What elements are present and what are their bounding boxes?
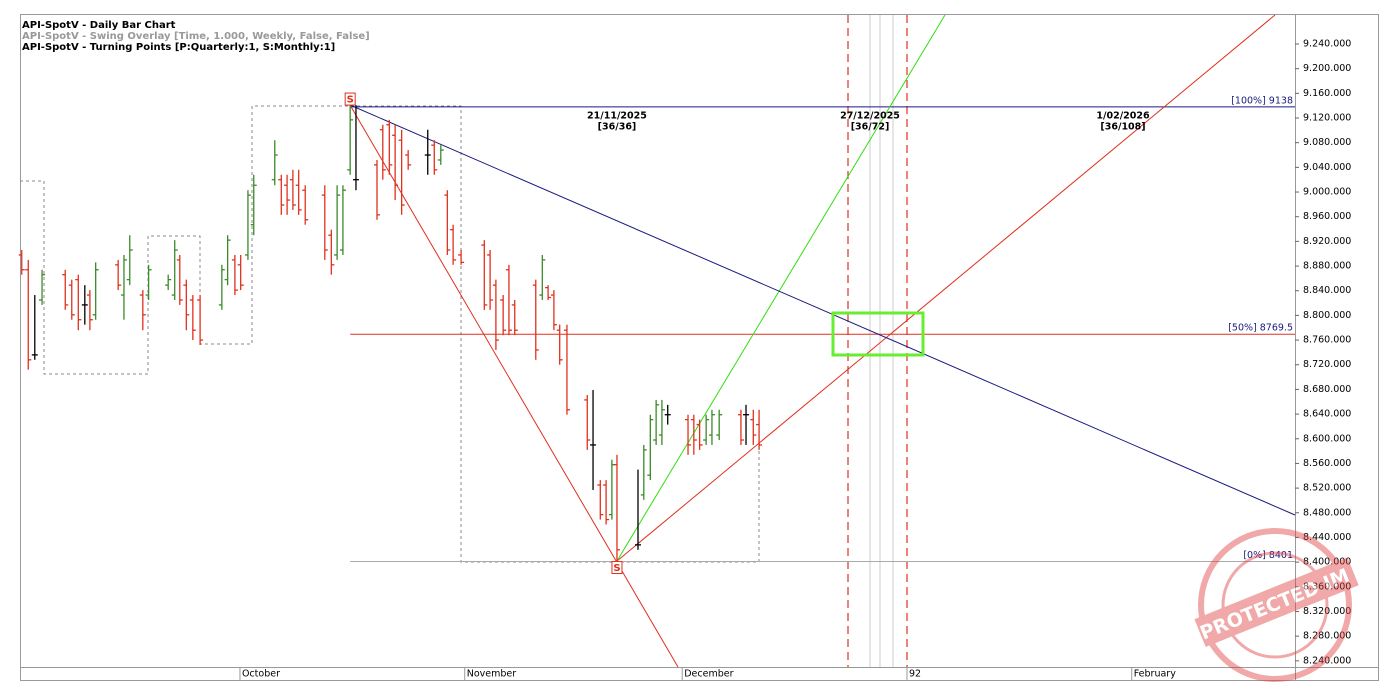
y-tick-label: 9.080.000: [1303, 137, 1351, 148]
y-tick-label: 9.240.000: [1303, 38, 1351, 49]
level-label: [0%] 8401: [1243, 550, 1293, 561]
y-tick-label: 8.240.000: [1303, 655, 1351, 666]
y-tick-label: 8.760.000: [1303, 335, 1351, 346]
y-tick-label: 8.320.000: [1303, 606, 1351, 617]
y-tick-label: 9.040.000: [1303, 162, 1351, 173]
frame: [20, 14, 1379, 681]
x-tick-label: December: [684, 669, 733, 680]
y-tick-label: 8.360.000: [1303, 581, 1351, 592]
trend-line: [349, 104, 679, 668]
y-tick-label: 8.640.000: [1303, 409, 1351, 420]
trend-line: [616, 14, 1276, 562]
y-tick-label: 8.960.000: [1303, 211, 1351, 222]
y-tick-label: 8.480.000: [1303, 507, 1351, 518]
subtitle: API-SpotV - Swing Overlay [Time, 1.000, …: [22, 31, 370, 42]
x-tick-label: October: [242, 669, 280, 680]
y-tick-label: 8.720.000: [1303, 359, 1351, 370]
stamp-ring: [1198, 528, 1352, 682]
y-tick-label: 8.920.000: [1303, 236, 1351, 247]
trend-line: [349, 104, 1296, 516]
level-label: [100%] 9138: [1231, 95, 1293, 106]
y-tick-label: 9.200.000: [1303, 63, 1351, 74]
y-tick-label: 8.600.000: [1303, 433, 1351, 444]
y-tick-label: 9.160.000: [1303, 88, 1351, 99]
x-tick-label: February: [1134, 669, 1176, 680]
y-tick-label: 8.520.000: [1303, 483, 1351, 494]
y-tick-label: 8.440.000: [1303, 532, 1351, 543]
level-label: [50%] 8769.5: [1228, 323, 1293, 334]
x-tick-label: November: [467, 669, 517, 680]
y-tick-label: 8.880.000: [1303, 261, 1351, 272]
swing-label: S: [347, 95, 354, 106]
y-tick-label: 8.840.000: [1303, 285, 1351, 296]
turn-date: 21/11/2025: [587, 111, 647, 122]
subtitle: API-SpotV - Turning Points [P:Quarterly:…: [22, 42, 335, 53]
chart-title: API-SpotV - Daily Bar Chart: [22, 20, 176, 31]
target-box: [831, 311, 925, 357]
swing-marker: [611, 561, 623, 575]
y-tick-label: 8.400.000: [1303, 557, 1351, 568]
y-tick-label: 9.000.000: [1303, 187, 1351, 198]
y-tick-label: 8.280.000: [1303, 631, 1351, 642]
y-tick-label: 8.800.000: [1303, 310, 1351, 321]
y-tick-label: 8.680.000: [1303, 384, 1351, 395]
stamp-band: [1194, 557, 1359, 648]
turn-date: 27/12/2025: [840, 111, 900, 122]
turn-count: [36/72]: [851, 122, 890, 133]
x-tick-label: 92: [909, 669, 921, 680]
stamp-ring: [1221, 551, 1329, 659]
turn-date: 1/02/2026: [1096, 111, 1150, 122]
y-tick-label: 9.120.000: [1303, 113, 1351, 124]
turn-count: [36/108]: [1100, 122, 1145, 133]
y-tick-label: 8.560.000: [1303, 458, 1351, 469]
trend-line: [616, 14, 946, 562]
swing-marker: [344, 92, 356, 106]
swing-label: S: [613, 563, 620, 574]
turn-count: [36/36]: [598, 122, 637, 133]
